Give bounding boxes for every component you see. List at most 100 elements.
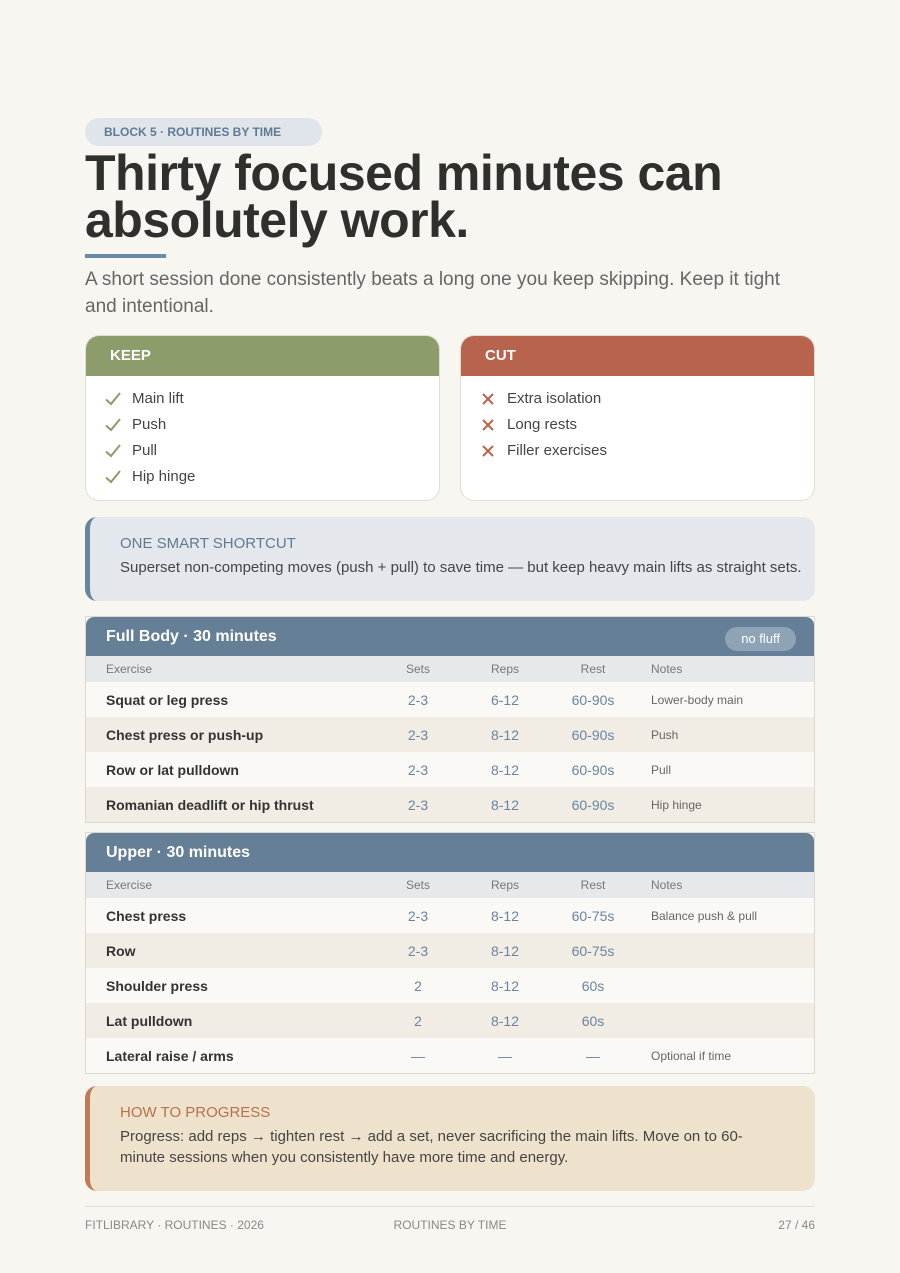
table-cell: Lateral raise / arms [106,1047,234,1064]
table: Full Body · 30 minutes no fluff Exercise Se… [85,616,815,823]
column-header: Notes [651,878,683,892]
column-header: Exercise [106,662,153,676]
table-cell: 2-3 [407,726,429,743]
table-cell: 60-75s [571,907,615,924]
keep-item: Hip hinge [104,464,439,490]
shortcut-title: ONE SMART SHORTCUT [120,535,296,552]
table-cell: Hip hinge [651,797,702,812]
table-row: Chest press 2-3 8-12 60-75s Balance push & p… [86,898,814,933]
page-title: Thirty focused minutes can absolutely wo… [85,145,723,248]
table-cell: 60s [581,977,605,994]
table-cell: 8-12 [490,726,520,743]
item-text: Long rests [507,416,578,433]
footer-left: FITLIBRARY · ROUTINES · 2026 [85,1218,264,1232]
table-title: Upper · 30 minutes [86,833,814,872]
check-icon [105,444,121,458]
item-text: Pull [132,442,158,459]
table-cell: — [498,1047,512,1064]
item-text: Push [132,416,167,433]
table-row: Romanian deadlift or hip thrust 2-3 8-12 60… [86,787,814,822]
cut-title: CUT [461,336,814,376]
table-cell: 60-90s [571,761,615,778]
table-row: Row 2-3 8-12 60-75s [86,933,814,968]
item-text: Extra isolation [507,390,602,407]
column-header-row: Exercise Sets Reps Rest Notes [86,872,814,898]
cross-icon [482,393,494,405]
item-text: Main lift [132,390,184,407]
block-tag: BLOCK 5 · ROUTINES BY TIME [85,118,322,146]
table-cell: Lat pulldown [106,1012,193,1029]
keep-item: Main lift [104,386,439,412]
table-cell: Row [106,942,136,959]
badge: no fluff [725,627,796,651]
column-header: Rest [580,878,606,892]
cut-item: Filler exercises [479,438,814,464]
table-cell: 2-3 [407,796,429,813]
table: Upper · 30 minutes Exercise Sets Reps Rest No… [85,832,815,1074]
table-cell: Push [651,727,679,742]
table-cell: 60s [581,1012,605,1029]
progress-title: HOW TO PROGRESS [120,1104,271,1121]
column-header: Sets [405,878,430,892]
table-cell: Chest press [106,907,187,924]
column-header-row: Exercise Sets Reps Rest Notes [86,656,814,682]
table-cell: — [586,1047,600,1064]
table-cell: 60-75s [571,942,615,959]
check-icon [105,418,121,432]
shortcut-text: Superset non-competing moves (push + pul… [120,559,802,576]
table-row: Lateral raise / arms — — — Optional if time [86,1038,814,1073]
table-cell: 60-90s [571,796,615,813]
table-cell: 6-12 [490,691,520,708]
table-cell: Romanian deadlift or hip thrust [106,796,314,813]
cut-item: Extra isolation [479,386,814,412]
table-row: Row or lat pulldown 2-3 8-12 60-90s Pull [86,752,814,787]
column-header: Notes [651,662,683,676]
table-cell: Lower-body main [651,692,744,707]
table-title: Full Body · 30 minutes no fluff [86,617,814,656]
table-row: Shoulder press 2 8-12 60s [86,968,814,1003]
column-header: Sets [405,662,430,676]
table-title-text: Upper · 30 minutes [106,844,251,861]
table-cell: 8-12 [490,761,520,778]
check-icon [105,392,121,406]
table-cell: 8-12 [490,942,520,959]
table-body: Exercise Sets Reps Rest Notes Squat or leg pr… [86,656,814,822]
table-cell: 8-12 [490,796,520,813]
table-cell: 8-12 [490,907,520,924]
table-cell: 2-3 [407,761,429,778]
table-cell: — [411,1047,425,1064]
column-header: Reps [490,878,519,892]
column-header: Reps [490,662,519,676]
table-cell: Shoulder press [106,977,208,994]
table-row: Squat or leg press 2-3 6-12 60-90s Lower-bod… [86,682,814,717]
table-cell: Pull [651,762,672,777]
table-cell: Row or lat pulldown [106,761,239,778]
item-text: Filler exercises [507,442,608,459]
footer-center: ROUTINES BY TIME [393,1218,507,1232]
table-cell: Chest press or push-up [106,726,264,743]
table-cell: 60-90s [571,726,615,743]
table-row: Lat pulldown 2 8-12 60s [86,1003,814,1038]
lead-text: A short session done consistently beats … [85,269,781,317]
check-icon [105,470,121,484]
table-title-text: Full Body · 30 minutes [106,628,277,645]
table-cell: 2-3 [407,691,429,708]
table-row: Chest press or push-up 2-3 8-12 60-90s Push [86,717,814,752]
table-body: Exercise Sets Reps Rest Notes Chest press 2-3 8… [86,872,814,1073]
table-cell: 2 [414,977,422,994]
progress-text: Progress: add reps → tighten rest → add … [120,1128,743,1166]
cut-item: Long rests [479,412,814,438]
progress-callout: HOW TO PROGRESS Progress: add reps → tig… [85,1086,815,1191]
keep-card: KEEP Main lift Push Pull Hip hinge [85,335,440,501]
keep-item: Push [104,412,439,438]
column-header: Exercise [106,878,153,892]
table-cell: 60-90s [571,691,615,708]
table-cell: Squat or leg press [106,691,229,708]
table-cell: Balance push & pull [651,908,758,923]
item-text: Hip hinge [132,468,196,485]
table-cell: 2-3 [407,942,429,959]
cut-card: CUT Extra isolation Long rests Filler exerc… [460,335,815,501]
cross-icon [482,445,494,457]
keep-title: KEEP [86,336,439,376]
title-underline [85,254,166,258]
